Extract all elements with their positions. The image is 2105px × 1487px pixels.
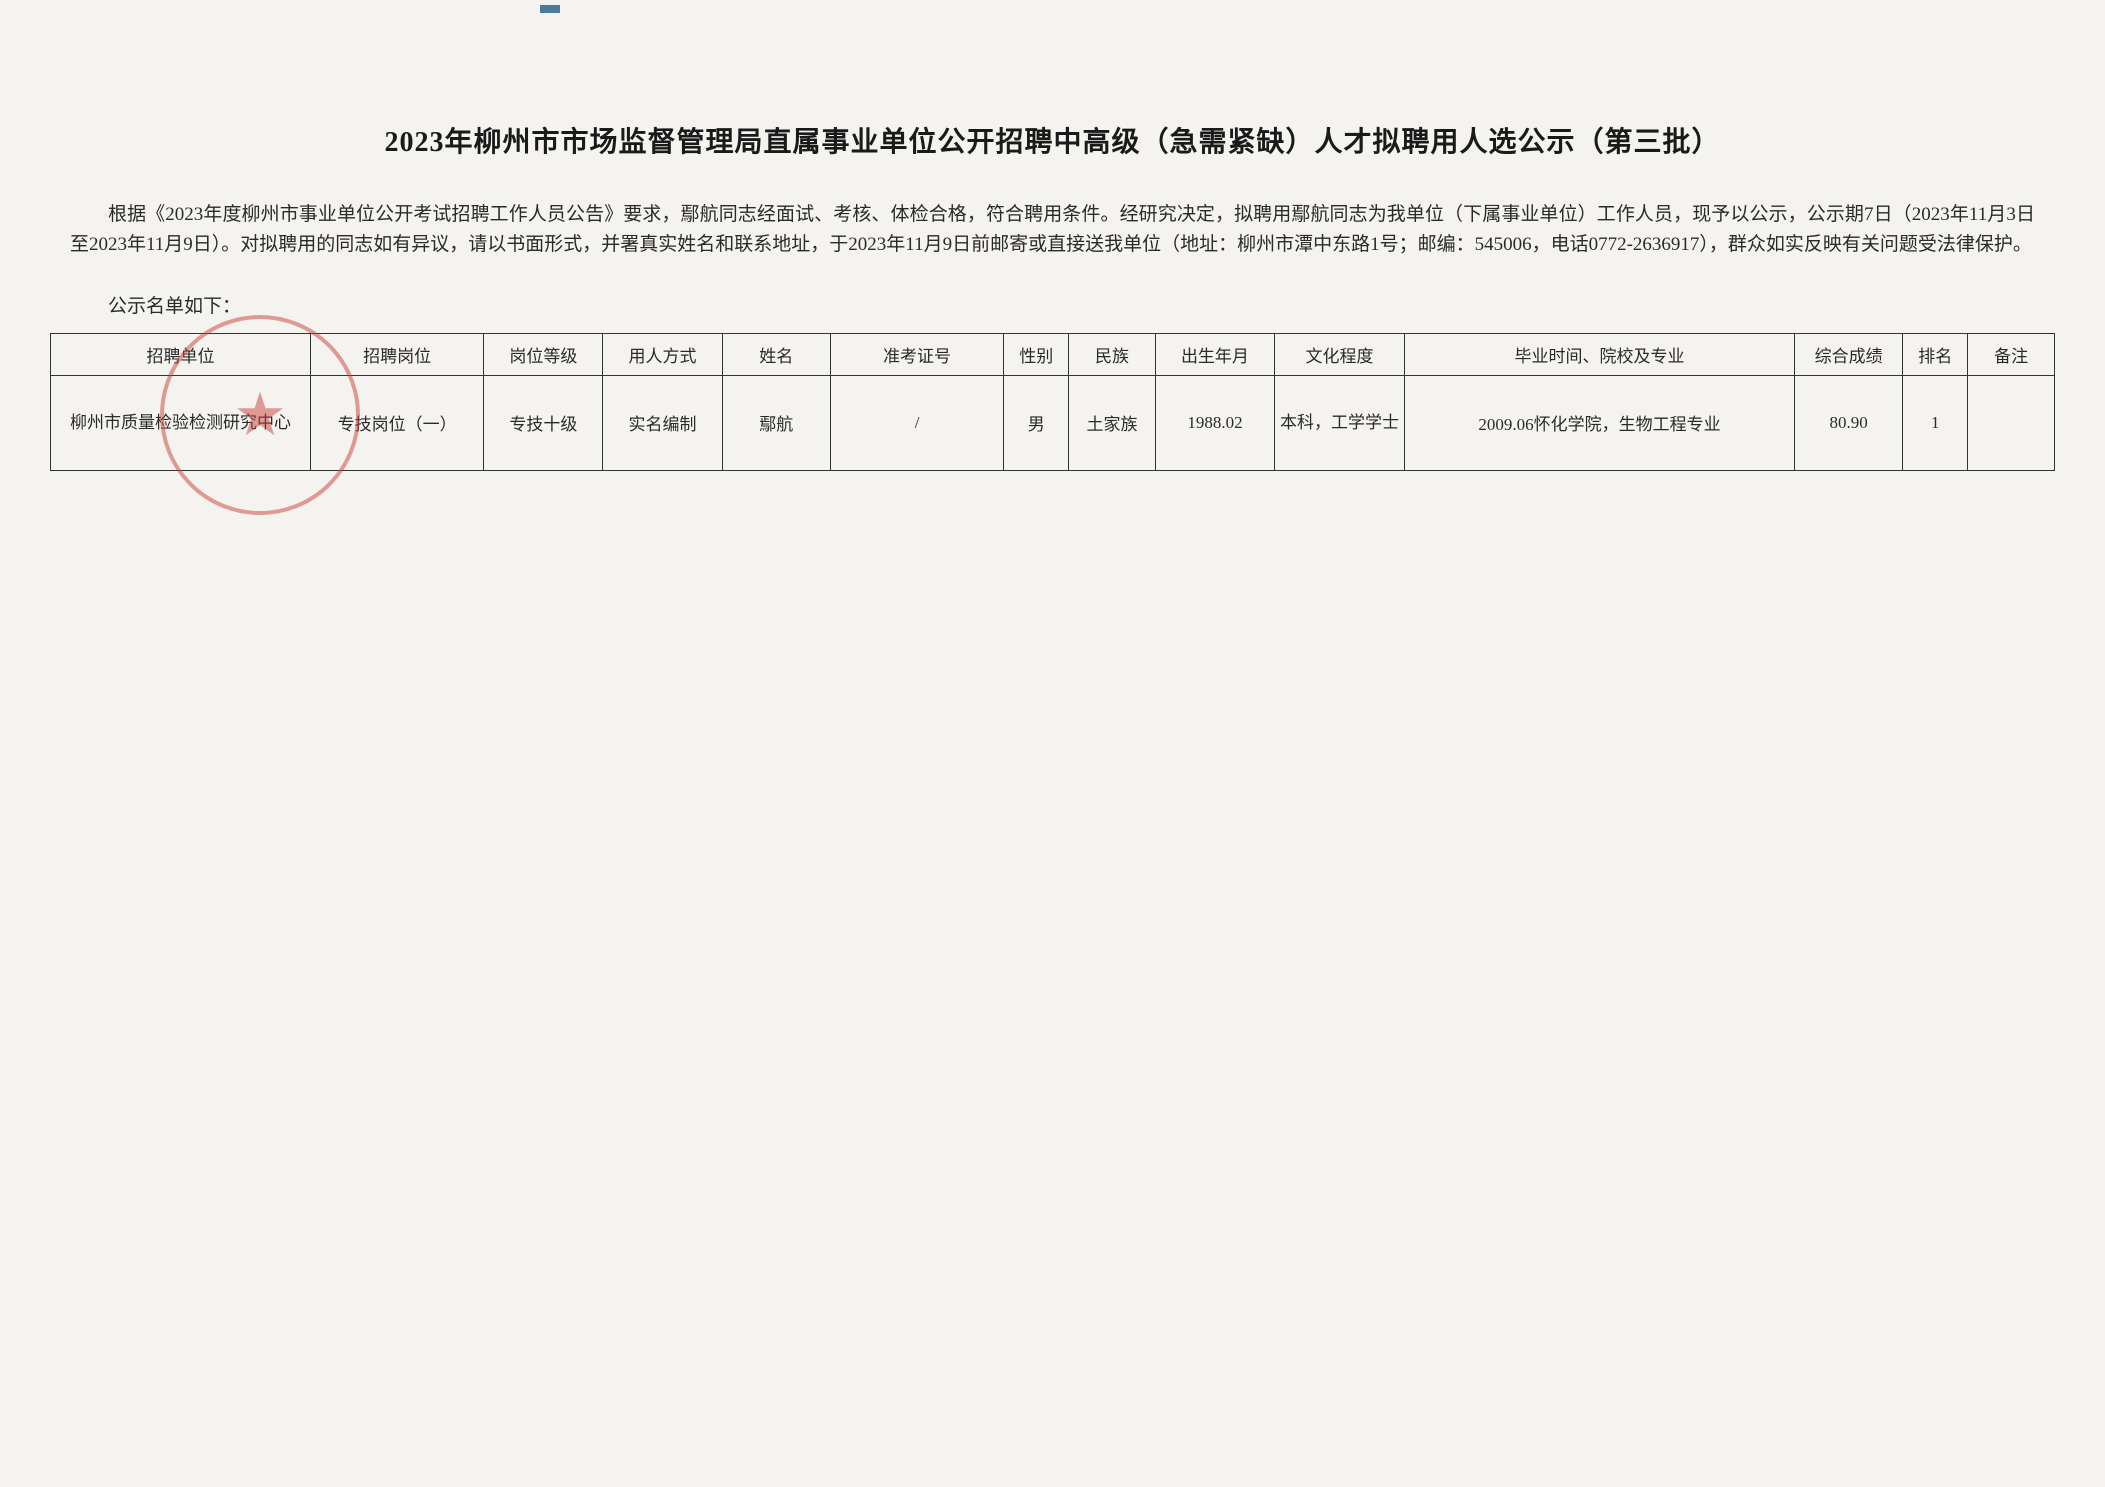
header-birth: 出生年月: [1155, 333, 1274, 375]
cell-gender: 男: [1004, 375, 1069, 470]
header-name: 姓名: [722, 333, 830, 375]
cell-rank: 1: [1903, 375, 1968, 470]
header-examno: 准考证号: [830, 333, 1003, 375]
cell-grad: 2009.06怀化学院，生物工程专业: [1405, 375, 1795, 470]
header-ethnic: 民族: [1069, 333, 1156, 375]
scan-mark: [540, 5, 560, 13]
candidate-table: 招聘单位 招聘岗位 岗位等级 用人方式 姓名 准考证号 性别 民族 出生年月 文…: [50, 333, 2055, 471]
cell-unit: 柳州市质量检验检测研究中心: [51, 375, 311, 470]
cell-examno: /: [830, 375, 1003, 470]
header-rank: 排名: [1903, 333, 1968, 375]
cell-birth: 1988.02: [1155, 375, 1274, 470]
list-intro-text: 公示名单如下：: [70, 291, 2035, 318]
header-score: 综合成绩: [1794, 333, 1902, 375]
cell-edu: 本科，工学学士: [1275, 375, 1405, 470]
header-position: 招聘岗位: [310, 333, 483, 375]
table-header-row: 招聘单位 招聘岗位 岗位等级 用人方式 姓名 准考证号 性别 民族 出生年月 文…: [51, 333, 2055, 375]
document-container: 2023年柳州市市场监督管理局直属事业单位公开招聘中高级（急需紧缺）人才拟聘用人…: [30, 120, 2075, 471]
table-row: 柳州市质量检验检测研究中心 专技岗位（一） 专技十级 实名编制 鄢航 / 男 土…: [51, 375, 2055, 470]
cell-score: 80.90: [1794, 375, 1902, 470]
header-unit: 招聘单位: [51, 333, 311, 375]
cell-method: 实名编制: [603, 375, 722, 470]
cell-name: 鄢航: [722, 375, 830, 470]
header-level: 岗位等级: [484, 333, 603, 375]
announcement-paragraph: 根据《2023年度柳州市事业单位公开考试招聘工作人员公告》要求，鄢航同志经面试、…: [70, 200, 2035, 261]
header-edu: 文化程度: [1275, 333, 1405, 375]
document-title: 2023年柳州市市场监督管理局直属事业单位公开招聘中高级（急需紧缺）人才拟聘用人…: [30, 120, 2075, 160]
cell-level: 专技十级: [484, 375, 603, 470]
cell-position: 专技岗位（一）: [310, 375, 483, 470]
header-gender: 性别: [1004, 333, 1069, 375]
header-method: 用人方式: [603, 333, 722, 375]
cell-remark: [1968, 375, 2055, 470]
header-grad: 毕业时间、院校及专业: [1405, 333, 1795, 375]
header-remark: 备注: [1968, 333, 2055, 375]
cell-ethnic: 土家族: [1069, 375, 1156, 470]
